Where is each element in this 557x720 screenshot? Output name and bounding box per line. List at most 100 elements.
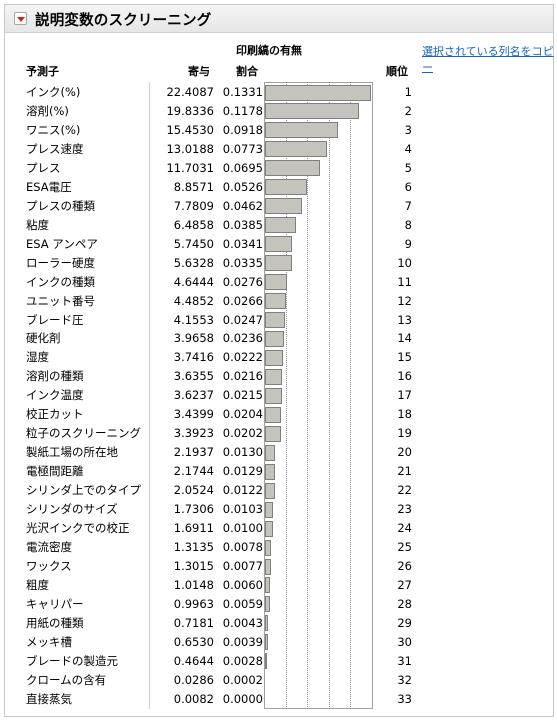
portion-value: 0.0222 xyxy=(222,350,263,365)
rank-value: 5 xyxy=(404,160,412,175)
contribution-value: 1.6911 xyxy=(173,521,214,536)
portion-bar xyxy=(265,368,282,385)
portion-bar xyxy=(265,255,292,272)
portion-bar xyxy=(265,425,281,442)
contribution-value: 1.3015 xyxy=(173,559,214,573)
contribution-value: 7.7809 xyxy=(173,198,214,213)
rank-value: 19 xyxy=(397,426,412,441)
portion-value: 0.0130 xyxy=(222,445,263,460)
rank-value: 23 xyxy=(397,502,412,517)
portion-bar xyxy=(265,160,320,177)
contribution-value: 3.4399 xyxy=(173,407,214,422)
contribution-value: 22.4087 xyxy=(166,85,214,99)
contribution-value: 0.6530 xyxy=(173,634,214,649)
portion-value: 0.0077 xyxy=(222,559,263,573)
predictor-name: ワックス xyxy=(26,559,72,573)
predictor-name: ワニス(%) xyxy=(26,122,81,137)
rank-value: 2 xyxy=(404,103,412,118)
portion-bar xyxy=(265,179,307,196)
predictor-name: 製紙工場の所在地 xyxy=(26,445,118,460)
rank-value: 3 xyxy=(404,122,412,137)
copy-selected-columns-link[interactable]: 選択されている列名をコピー xyxy=(422,45,554,74)
portion-value: 0.0028 xyxy=(222,653,263,668)
header-contribution: 寄与 xyxy=(188,65,210,78)
predictor-name: 用紙の種類 xyxy=(26,615,84,630)
predictor-name: ESA アンペア xyxy=(26,236,98,251)
predictor-name: 電極間距離 xyxy=(26,464,84,479)
screening-panel: 説明変数のスクリーニング xyxy=(4,4,554,717)
header-predictor: 予測子 xyxy=(26,65,59,78)
predictor-name: 直接蒸気 xyxy=(26,691,72,706)
column-divider xyxy=(149,82,150,709)
portion-bar xyxy=(265,634,268,651)
portion-value: 0.0002 xyxy=(222,672,263,687)
predictor-name: 湿度 xyxy=(26,350,49,365)
portion-value: 0.0773 xyxy=(222,141,263,156)
contribution-value: 4.4852 xyxy=(173,293,214,308)
panel-titlebar: 説明変数のスクリーニング xyxy=(5,5,553,33)
disclosure-toggle-icon[interactable] xyxy=(14,12,27,25)
portion-bar xyxy=(265,501,273,518)
portion-bar xyxy=(265,84,371,101)
rank-value: 1 xyxy=(404,85,412,99)
predictor-name: インク温度 xyxy=(26,388,84,403)
portion-value: 0.0100 xyxy=(222,521,263,536)
contribution-value: 0.0286 xyxy=(173,672,214,687)
portion-bar xyxy=(265,406,281,423)
portion-value: 0.0122 xyxy=(222,483,263,498)
portion-value: 0.0526 xyxy=(222,179,263,194)
portion-value: 0.0335 xyxy=(222,255,263,270)
predictor-name: インクの種類 xyxy=(26,274,95,289)
rank-value: 32 xyxy=(397,672,412,687)
rank-value: 21 xyxy=(397,464,412,479)
predictor-name: 硬化剤 xyxy=(26,331,61,346)
portion-value: 0.0462 xyxy=(222,198,263,213)
contribution-value: 0.9963 xyxy=(173,596,214,611)
response-group-title: 印刷縞の有無 xyxy=(236,44,302,57)
portion-value: 0.0059 xyxy=(222,596,263,611)
portion-bar xyxy=(265,217,296,234)
predictor-name: 電流密度 xyxy=(26,540,72,555)
portion-bar xyxy=(265,330,284,347)
rank-value: 26 xyxy=(397,559,412,573)
predictor-name: 溶剤(%) xyxy=(26,103,69,118)
portion-value: 0.0247 xyxy=(222,312,263,327)
portion-bar xyxy=(265,103,359,120)
rank-value: 7 xyxy=(404,198,412,213)
portion-bar xyxy=(265,463,275,480)
rank-value: 17 xyxy=(397,388,412,403)
portion-bar xyxy=(265,141,327,158)
rank-value: 14 xyxy=(397,331,412,346)
predictor-name: ユニット番号 xyxy=(26,293,95,308)
portion-bar xyxy=(265,520,273,537)
rank-value: 15 xyxy=(397,350,412,365)
portion-bar xyxy=(265,274,287,291)
contribution-value: 13.0188 xyxy=(166,141,214,156)
predictor-name: プレスの種類 xyxy=(26,198,95,213)
portion-bar xyxy=(265,615,268,632)
rank-value: 9 xyxy=(404,236,412,251)
contribution-value: 0.4644 xyxy=(173,653,214,668)
contribution-value: 3.3923 xyxy=(173,426,214,441)
portion-bar xyxy=(265,596,270,613)
predictor-name: 粒子のスクリーニング xyxy=(26,426,141,441)
portion-bar xyxy=(265,236,292,253)
contribution-value: 3.9658 xyxy=(173,331,214,346)
rank-value: 18 xyxy=(397,407,412,422)
portion-bar xyxy=(265,122,338,139)
predictor-name: シリンダ上でのタイプ xyxy=(26,483,141,498)
contribution-value: 6.4858 xyxy=(173,217,214,232)
portion-bar xyxy=(265,539,271,556)
rank-value: 29 xyxy=(397,615,412,630)
predictor-name: プレス xyxy=(26,160,61,175)
portion-value: 0.1178 xyxy=(222,103,263,118)
portion-value: 0.0202 xyxy=(222,426,263,441)
contribution-value: 5.7450 xyxy=(173,236,214,251)
portion-bar xyxy=(265,198,302,215)
portion-value: 0.0695 xyxy=(222,160,263,175)
portion-value: 0.0385 xyxy=(222,217,263,232)
contribution-value: 15.4530 xyxy=(166,122,214,137)
portion-value: 0.1331 xyxy=(222,85,263,99)
predictor-name: ESA電圧 xyxy=(26,179,72,194)
portion-value: 0.0276 xyxy=(222,274,263,289)
